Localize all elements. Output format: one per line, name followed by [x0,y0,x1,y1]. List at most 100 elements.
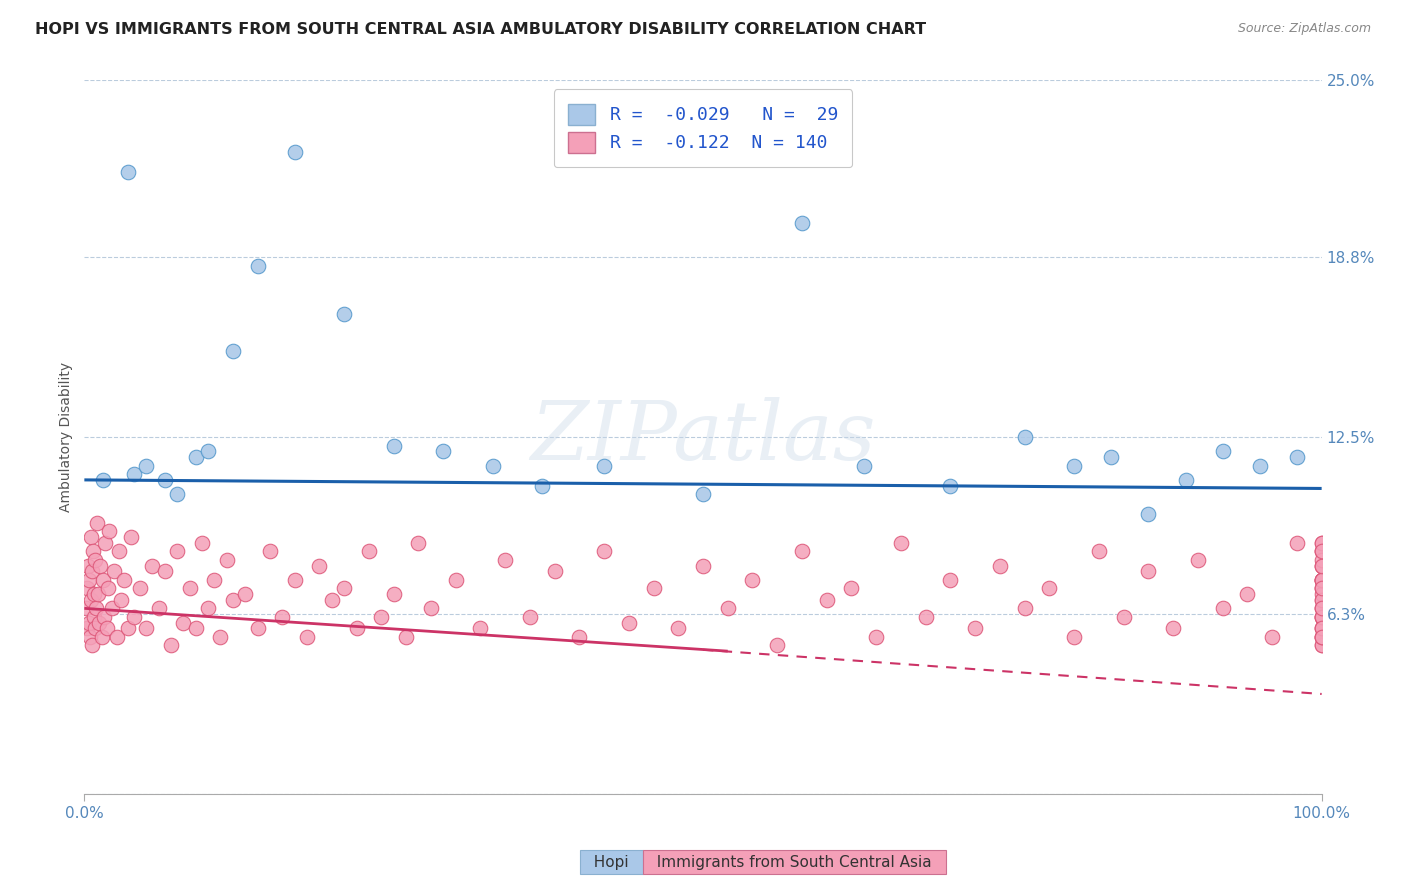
Text: ZIPatlas: ZIPatlas [530,397,876,477]
Point [1310,630,1333,644]
Point [105,630,128,644]
Point [1310,544,1333,558]
Point [766,639,789,653]
Point [444,573,467,587]
Point [202,573,225,587]
Point [122,610,145,624]
Point [222,592,245,607]
Point [568,630,591,644]
Point [1310,573,1333,587]
Point [91,473,114,487]
Point [135,458,157,473]
Point [890,535,912,549]
Point [84,601,107,615]
Point [1310,601,1333,615]
Point [1310,544,1333,558]
Point [82,639,104,653]
Point [93,610,115,624]
Point [643,582,665,596]
Point [83,610,105,624]
Point [112,573,135,587]
Point [494,553,516,567]
Point [593,544,616,558]
Point [271,610,294,624]
Point [1038,582,1060,596]
Point [1310,621,1333,635]
Point [432,444,454,458]
Point [939,478,962,492]
Point [80,592,103,607]
Point [141,558,163,573]
Point [1310,573,1333,587]
Point [593,458,616,473]
Point [1310,582,1333,596]
Point [1310,621,1333,635]
Point [1187,553,1209,567]
Point [197,444,219,458]
Point [1310,601,1333,615]
Point [1249,458,1271,473]
Point [382,439,405,453]
Point [419,601,441,615]
Text: Hopi: Hopi [585,855,638,870]
Point [87,587,110,601]
Point [1261,630,1284,644]
Point [184,450,207,464]
Point [117,621,139,635]
Point [284,145,307,159]
Point [1112,610,1135,624]
Point [79,630,101,644]
Point [233,587,256,601]
Point [1310,592,1333,607]
Point [1310,621,1333,635]
Point [1063,458,1085,473]
Point [1285,450,1308,464]
Text: Immigrants from South Central Asia: Immigrants from South Central Asia [647,855,942,870]
Point [83,587,105,601]
Point [79,530,101,544]
Point [408,535,430,549]
Point [215,553,238,567]
Point [531,478,554,492]
Point [110,592,132,607]
Point [1310,544,1333,558]
Point [97,582,120,596]
Point [1310,535,1333,549]
Point [246,621,269,635]
Point [153,473,176,487]
Point [308,558,330,573]
Point [790,216,813,230]
Point [96,621,118,635]
Point [692,558,714,573]
Point [79,573,101,587]
Point [100,601,122,615]
Point [470,621,492,635]
Point [1310,535,1333,549]
Point [1236,587,1258,601]
Point [1310,610,1333,624]
Point [86,516,108,530]
Point [666,621,689,635]
Point [77,558,100,573]
Point [94,535,117,549]
Point [120,530,142,544]
Point [90,630,112,644]
Point [1212,444,1234,458]
Point [148,601,170,615]
Point [1310,610,1333,624]
Point [1310,610,1333,624]
Point [284,573,307,587]
Y-axis label: Ambulatory Disability: Ambulatory Disability [59,362,73,512]
Point [1137,564,1160,578]
Point [129,582,152,596]
Point [77,615,100,630]
Text: HOPI VS IMMIGRANTS FROM SOUTH CENTRAL ASIA AMBULATORY DISABILITY CORRELATION CHA: HOPI VS IMMIGRANTS FROM SOUTH CENTRAL AS… [35,22,927,37]
Point [543,564,565,578]
Point [295,630,318,644]
Point [841,582,863,596]
Point [939,573,962,587]
Point [80,564,103,578]
Point [91,573,114,587]
Point [382,587,405,601]
Point [1310,630,1333,644]
